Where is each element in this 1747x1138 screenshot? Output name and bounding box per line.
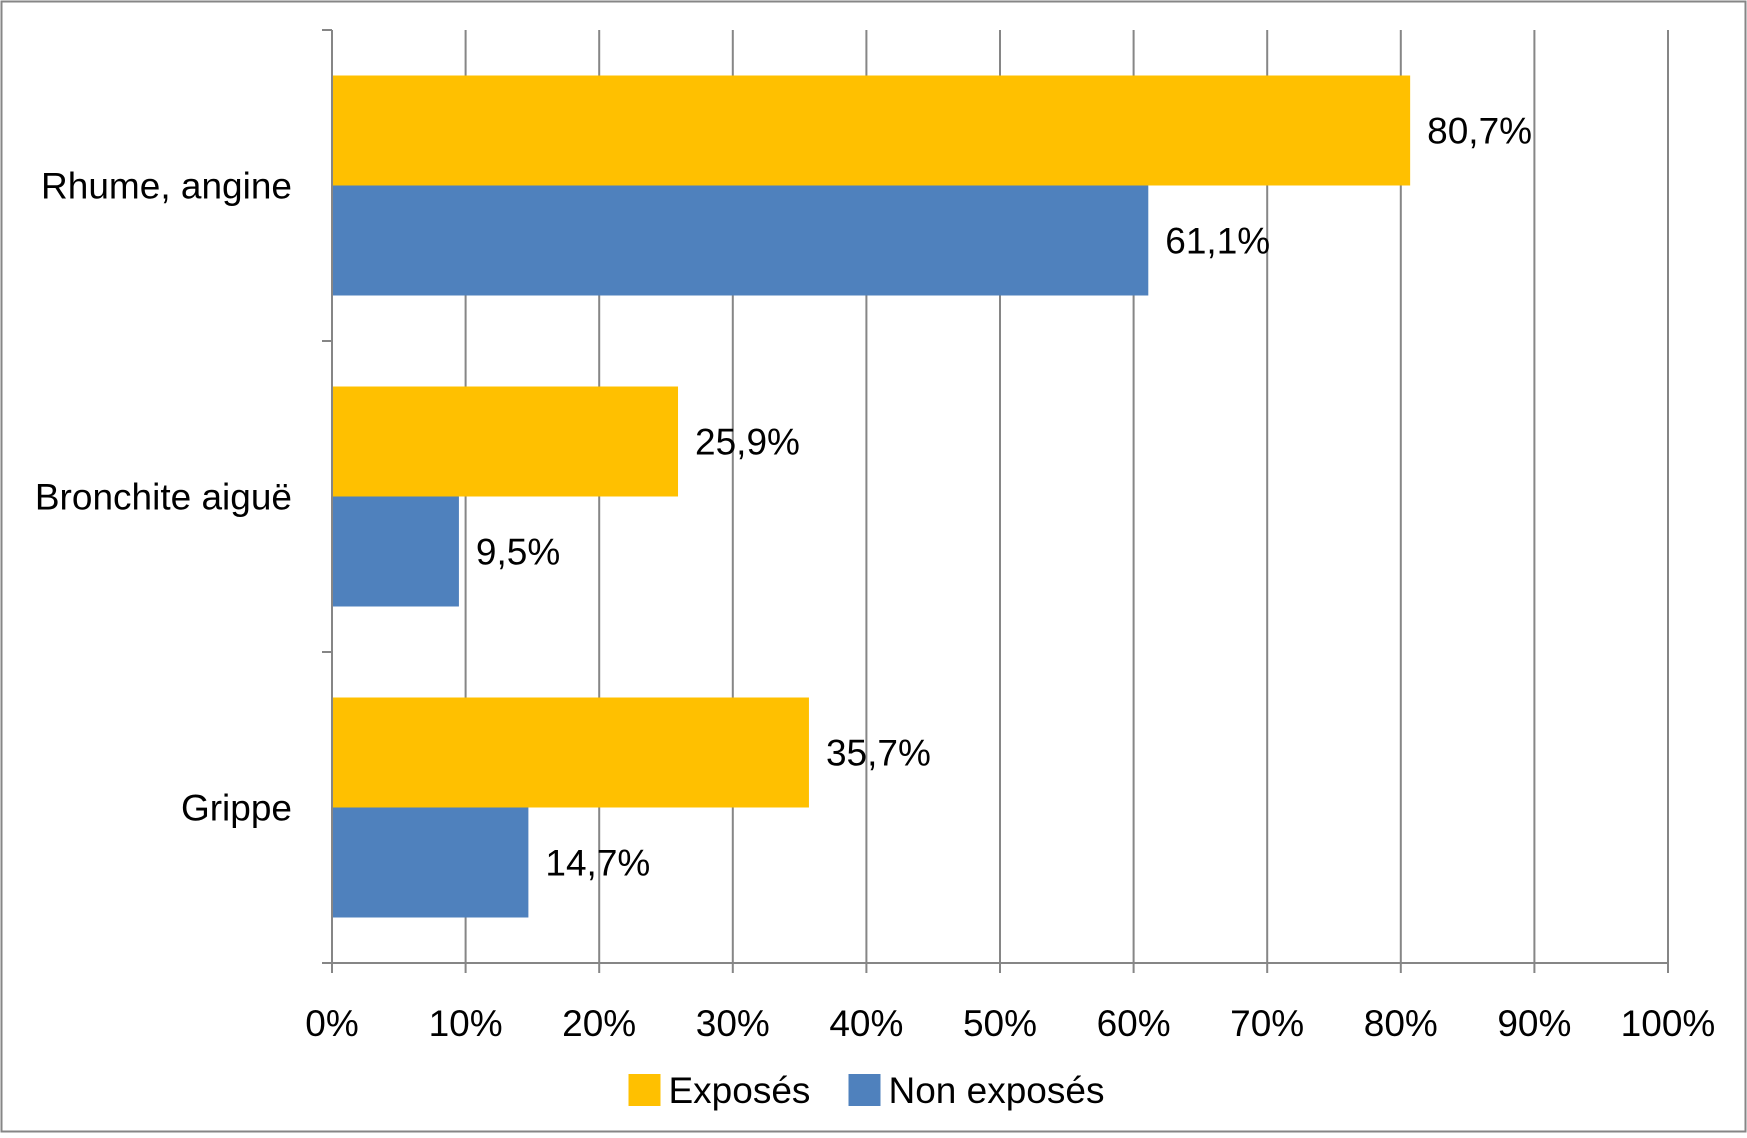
legend: Exposés Non exposés <box>628 1070 1105 1111</box>
labels: 0% 10% 20% 30% 40% 50% 60% 70% 80% 90% 100% Rhume, … <box>35 111 1715 1045</box>
legend-label: Non exposés <box>889 1070 1105 1111</box>
bar-non-exposes <box>332 496 459 607</box>
bars <box>332 75 1411 918</box>
data-label: 35,7% <box>826 733 931 774</box>
legend-label: Exposés <box>669 1070 811 1111</box>
x-tick-label: 30% <box>696 1003 770 1044</box>
bar-non-exposes <box>332 807 529 918</box>
bar-exposes <box>332 386 679 497</box>
x-tick-label: 40% <box>829 1003 903 1044</box>
data-label: 9,5% <box>476 532 560 573</box>
category-label: Bronchite aiguë <box>35 477 292 518</box>
legend-swatch-1 <box>848 1074 881 1106</box>
x-tick-label: 70% <box>1230 1003 1304 1044</box>
bar-exposes <box>332 697 809 808</box>
x-tick-label: 90% <box>1497 1003 1571 1044</box>
data-label: 80,7% <box>1427 111 1532 152</box>
data-label: 14,7% <box>545 843 650 884</box>
data-label: 25,9% <box>695 422 800 463</box>
category-label: Rhume, angine <box>41 166 292 207</box>
category-label: Grippe <box>181 788 292 829</box>
x-tick-label: 50% <box>963 1003 1037 1044</box>
x-tick-label: 20% <box>562 1003 636 1044</box>
bar-non-exposes <box>332 185 1149 296</box>
data-label: 61,1% <box>1165 221 1270 262</box>
x-tick-label: 60% <box>1097 1003 1171 1044</box>
bar-exposes <box>332 75 1411 186</box>
legend-swatch-0 <box>628 1074 661 1106</box>
x-tick-label: 80% <box>1364 1003 1438 1044</box>
x-tick-label: 100% <box>1621 1003 1716 1044</box>
x-tick-label: 10% <box>429 1003 503 1044</box>
axes <box>322 29 1669 973</box>
x-tick-label: 0% <box>305 1003 358 1044</box>
